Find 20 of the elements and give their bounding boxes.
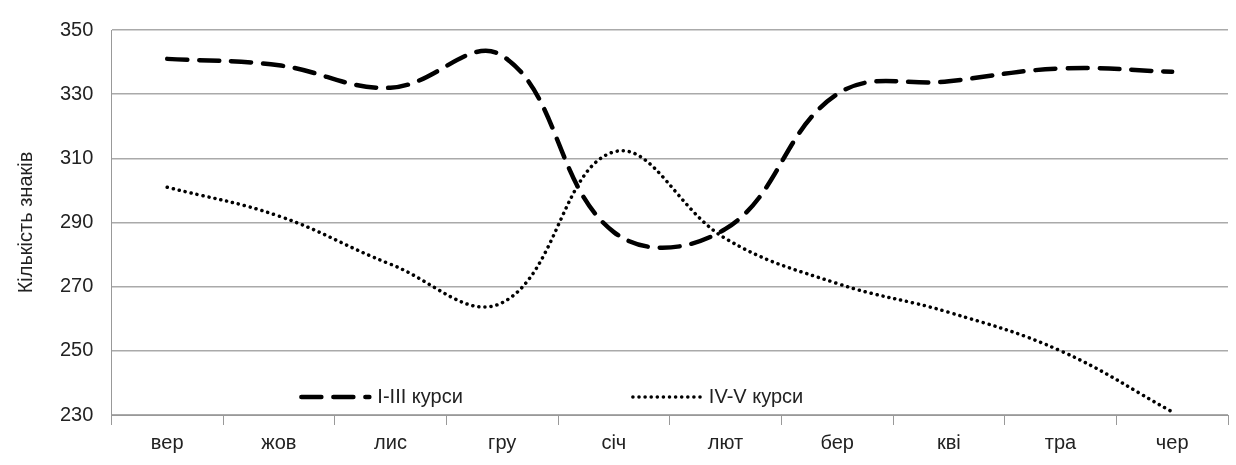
- legend-label: IV-V курси: [708, 384, 804, 407]
- x-tick-label: гру: [488, 430, 517, 453]
- x-tick-label: лис: [374, 430, 407, 453]
- y-axis-title: Кількість знаків: [13, 151, 36, 294]
- x-tick-label: жов: [261, 430, 297, 453]
- y-tick-label: 230: [59, 402, 94, 425]
- x-tick-label: чер: [1155, 430, 1189, 453]
- y-tick-label: 270: [59, 274, 94, 297]
- y-tick-label: 330: [59, 81, 94, 104]
- x-tick-label: лют: [707, 430, 744, 453]
- legend-label: I-III курси: [377, 384, 463, 407]
- x-tick-label: тра: [1044, 430, 1078, 453]
- y-tick-label: 350: [59, 17, 94, 40]
- x-tick-label: бер: [820, 430, 854, 453]
- y-tick-label: 310: [59, 145, 94, 168]
- x-tick-label: вер: [150, 430, 184, 453]
- x-tick-label: січ: [601, 430, 627, 453]
- x-tick-label: кві: [936, 430, 961, 453]
- y-tick-label: 290: [59, 210, 94, 233]
- y-tick-label: 250: [59, 338, 94, 361]
